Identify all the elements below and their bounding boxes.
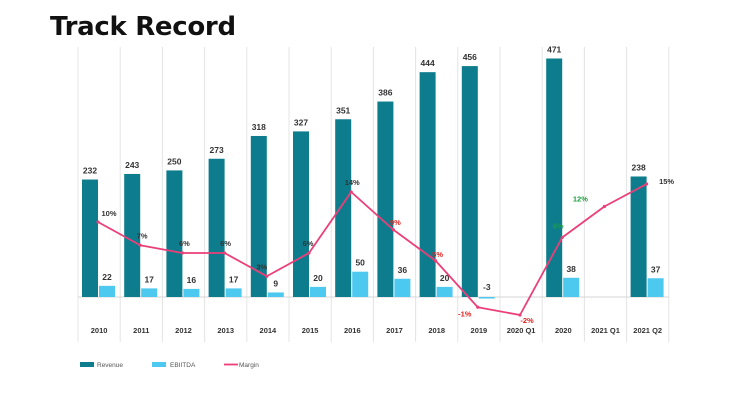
legend-margin-label: Margin (239, 362, 259, 369)
revenue-data-label: 250 (167, 156, 181, 166)
x-tick-label: 2010 (91, 326, 108, 335)
margin-data-label: 5% (432, 250, 443, 259)
revenue-bar (630, 176, 647, 297)
margin-point (602, 204, 607, 209)
margin-point (391, 228, 395, 232)
revenue-bar (124, 173, 141, 297)
revenue-data-label: 456 (463, 52, 477, 62)
margin-data-label: 6% (220, 239, 231, 248)
margin-data-label: -2% (520, 316, 534, 325)
margin-data-label: -1% (458, 309, 472, 318)
ebitda-bar (352, 271, 369, 297)
margin-data-label: 7% (137, 231, 148, 240)
ebitda-bar (267, 292, 284, 297)
x-tick-label: 2011 (133, 326, 149, 335)
x-tick-label: 2016 (344, 326, 361, 335)
revenue-bar (377, 101, 394, 298)
legend-revenue-swatch (80, 362, 94, 367)
margin-point (96, 220, 100, 224)
x-tick-label: 2018 (428, 326, 445, 335)
x-tick-label: 2021 Q2 (633, 326, 662, 335)
margin-point (434, 259, 438, 263)
margin-data-label: 15% (659, 177, 674, 186)
revenue-data-label: 243 (125, 160, 139, 170)
ebitda-data-label: 50 (355, 258, 365, 268)
ebitda-data-label: 36 (398, 265, 408, 275)
ebitda-bar (647, 278, 664, 297)
margin-data-label: 3% (256, 262, 267, 271)
margin-point (518, 313, 522, 317)
ebitda-bar (99, 285, 115, 297)
page-title: Track Record (50, 12, 236, 42)
revenue-data-label: 386 (378, 88, 392, 98)
x-tick-label: 2012 (175, 326, 192, 335)
x-tick-label: 2015 (302, 326, 319, 335)
x-tick-label: 2020 Q1 (507, 326, 536, 335)
margin-point (307, 251, 311, 255)
revenue-bar (82, 179, 98, 297)
revenue-data-label: 318 (252, 122, 266, 132)
ebitda-bar (563, 277, 580, 297)
x-tick-label: 2013 (217, 326, 234, 335)
margin-point (349, 190, 353, 194)
x-tick-label: 2021 Q1 (591, 326, 620, 335)
margin-data-label: 6% (303, 239, 314, 248)
revenue-data-label: 327 (294, 117, 308, 127)
revenue-data-label: 232 (83, 166, 97, 176)
margin-point (645, 182, 649, 186)
margin-data-label: 14% (345, 178, 360, 187)
ebitda-bar (310, 286, 326, 297)
margin-data-label: 12% (573, 195, 588, 204)
x-tick-label: 2014 (260, 326, 278, 335)
x-tick-label: 2019 (471, 326, 488, 335)
revenue-data-label: 273 (210, 145, 224, 155)
revenue-data-label: 471 (547, 44, 561, 54)
revenue-bar (335, 119, 352, 297)
ebitda-bar (436, 286, 453, 297)
revenue-bar (419, 72, 436, 297)
revenue-bar (293, 131, 309, 297)
ebitda-data-label: 20 (440, 273, 450, 283)
ebitda-bar (394, 278, 411, 297)
revenue-bar (208, 158, 225, 297)
margin-point (265, 274, 269, 278)
margin-data-label: 10% (101, 209, 116, 218)
legend-ebitda-label: EBIITDA (170, 362, 196, 369)
margin-point (560, 235, 564, 240)
ebitda-bar (183, 288, 200, 297)
revenue-bar (250, 135, 267, 297)
legend-ebitda-swatch (152, 362, 166, 367)
margin-line (97, 183, 648, 316)
revenue-data-label: 238 (632, 162, 646, 172)
ebitda-bar (478, 297, 495, 299)
margin-data-label: 6% (179, 239, 190, 248)
revenue-data-label: 444 (421, 58, 435, 68)
margin-data-label: 9% (390, 218, 401, 227)
ebitda-data-label: 17 (144, 274, 154, 284)
margin-data-label: 8% (553, 222, 564, 231)
ebitda-data-label: 22 (102, 272, 112, 282)
ebitda-data-label: 37 (651, 264, 661, 274)
revenue-bar (546, 58, 563, 297)
margin-point (476, 305, 480, 309)
margin-point (180, 251, 184, 255)
ebitda-data-label: 16 (187, 275, 197, 285)
x-tick-label: 2017 (386, 326, 403, 335)
x-tick-label: 2020 (555, 326, 572, 335)
ebitda-data-label: 17 (229, 274, 239, 284)
ebitda-data-label: -3 (483, 282, 491, 292)
ebitda-bar (225, 288, 242, 297)
margin-point (138, 243, 142, 247)
margin-point (223, 251, 227, 255)
revenue-bar (166, 170, 183, 297)
ebitda-data-label: 38 (566, 264, 576, 274)
ebitda-data-label: 9 (273, 278, 278, 288)
legend-revenue-label: Revenue (97, 362, 123, 369)
ebitda-bar (141, 288, 158, 297)
revenue-data-label: 351 (336, 105, 350, 115)
revenue-bar (461, 66, 478, 298)
ebitda-data-label: 20 (313, 273, 323, 283)
